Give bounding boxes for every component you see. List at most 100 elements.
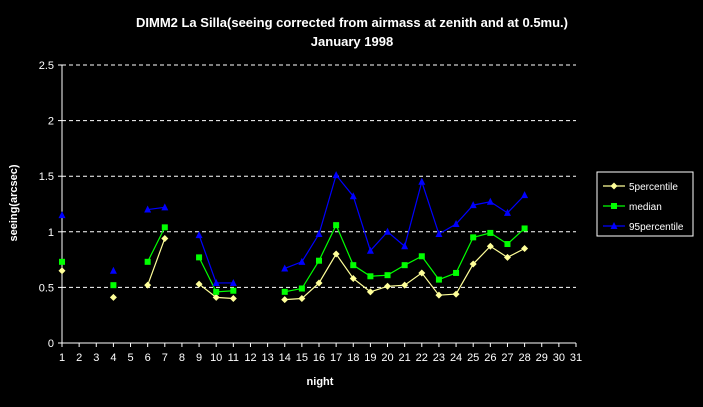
y-tick-label: 1 bbox=[48, 227, 54, 239]
data-point bbox=[350, 262, 357, 269]
data-point bbox=[229, 278, 237, 286]
data-point bbox=[161, 234, 169, 242]
x-tick-label: 4 bbox=[110, 352, 116, 364]
data-point bbox=[298, 295, 306, 303]
x-tick-label: 30 bbox=[553, 352, 565, 364]
gridlines bbox=[62, 64, 576, 288]
data-point bbox=[486, 242, 494, 250]
data-point bbox=[212, 293, 220, 301]
x-tick-label: 2 bbox=[76, 352, 82, 364]
data-point bbox=[332, 250, 340, 258]
x-tick-label: 1 bbox=[59, 352, 65, 364]
data-point bbox=[281, 264, 289, 272]
data-point bbox=[418, 253, 425, 260]
data-point bbox=[435, 230, 443, 238]
data-point bbox=[196, 254, 203, 261]
legend: 5percentile median 95percentile bbox=[596, 171, 694, 237]
x-tick-label: 10 bbox=[210, 352, 222, 364]
y-axis-label: seeing(arcsec) bbox=[8, 164, 20, 241]
x-tick-label: 19 bbox=[364, 352, 376, 364]
data-point bbox=[298, 285, 305, 292]
data-point bbox=[435, 291, 443, 299]
data-point bbox=[333, 222, 340, 229]
x-tick-label: 15 bbox=[296, 352, 308, 364]
data-point bbox=[110, 282, 117, 289]
data-point bbox=[349, 192, 357, 200]
data-point bbox=[504, 241, 511, 248]
series-95percentile bbox=[58, 171, 529, 286]
data-point bbox=[349, 275, 357, 283]
x-tick-label: 24 bbox=[450, 352, 462, 364]
series-line bbox=[198, 257, 234, 293]
data-point bbox=[144, 281, 152, 289]
data-point bbox=[452, 290, 460, 298]
series-median bbox=[59, 222, 528, 295]
data-point bbox=[366, 288, 374, 296]
series-line bbox=[147, 227, 166, 263]
data-point bbox=[109, 266, 117, 274]
legend-label: 5percentile bbox=[629, 182, 678, 193]
data-point bbox=[384, 272, 391, 279]
data-point bbox=[281, 296, 289, 304]
series-line bbox=[284, 173, 526, 270]
data-point bbox=[452, 220, 460, 228]
data-point bbox=[521, 225, 528, 232]
y-tick-label: 1.5 bbox=[39, 171, 54, 183]
data-point bbox=[161, 224, 168, 231]
x-tick-label: 20 bbox=[381, 352, 393, 364]
data-point bbox=[487, 229, 494, 236]
legend-marker bbox=[610, 182, 618, 190]
data-point bbox=[418, 177, 426, 185]
x-tick-label: 5 bbox=[127, 352, 133, 364]
series-5percentile bbox=[58, 234, 529, 304]
y-tick-labels: 0 0.5 1 1.5 2 2.5 bbox=[39, 60, 54, 350]
data-point bbox=[384, 227, 392, 235]
x-tick-label: 21 bbox=[399, 352, 411, 364]
legend-label: median bbox=[629, 202, 662, 213]
y-tick-label: 0.5 bbox=[39, 282, 54, 294]
x-tick-labels: 1 2 3 4 5 6 7 8 9 10 11 12 13 14 15 16 17 18 19 20 21 22 23 24 2… bbox=[59, 352, 582, 364]
data-point bbox=[59, 258, 65, 265]
y-tick-label: 2 bbox=[48, 116, 54, 128]
data-point bbox=[195, 231, 203, 239]
data-point bbox=[298, 257, 306, 265]
y-tick-label: 0 bbox=[48, 338, 54, 350]
data-point bbox=[401, 281, 409, 289]
data-point bbox=[213, 288, 220, 295]
chart-title: DIMM2 La Silla(seeing corrected from air… bbox=[136, 15, 568, 30]
x-tick-label: 9 bbox=[196, 352, 202, 364]
data-point bbox=[281, 288, 288, 295]
data-point bbox=[503, 253, 511, 261]
x-tick-label: 13 bbox=[261, 352, 273, 364]
data-point bbox=[229, 295, 237, 303]
x-tick-label: 18 bbox=[347, 352, 359, 364]
data-point bbox=[58, 267, 66, 275]
x-tick-label: 23 bbox=[433, 352, 445, 364]
series-layer bbox=[58, 171, 529, 304]
x-tick-label: 22 bbox=[416, 352, 428, 364]
x-tick-label: 11 bbox=[228, 352, 239, 364]
y-tick-label: 2.5 bbox=[39, 60, 54, 72]
chart-subtitle: January 1998 bbox=[311, 34, 393, 49]
data-point bbox=[367, 273, 374, 280]
x-tick-label: 14 bbox=[279, 352, 291, 364]
data-point bbox=[469, 260, 477, 268]
data-point bbox=[315, 279, 323, 287]
data-point bbox=[384, 282, 392, 290]
data-point bbox=[521, 191, 529, 199]
data-point bbox=[315, 230, 323, 238]
data-point bbox=[144, 205, 152, 213]
data-point bbox=[212, 278, 220, 286]
x-tick-label: 17 bbox=[330, 352, 342, 364]
x-tick-label: 8 bbox=[179, 352, 185, 364]
data-point bbox=[435, 276, 442, 283]
data-point bbox=[316, 257, 322, 264]
series-line bbox=[147, 206, 165, 211]
x-tick-label: 31 bbox=[570, 352, 582, 364]
data-point bbox=[109, 293, 117, 301]
x-tick-label: 28 bbox=[518, 352, 530, 364]
data-point bbox=[401, 242, 409, 250]
x-tick-label: 7 bbox=[162, 352, 168, 364]
data-point bbox=[470, 234, 477, 241]
